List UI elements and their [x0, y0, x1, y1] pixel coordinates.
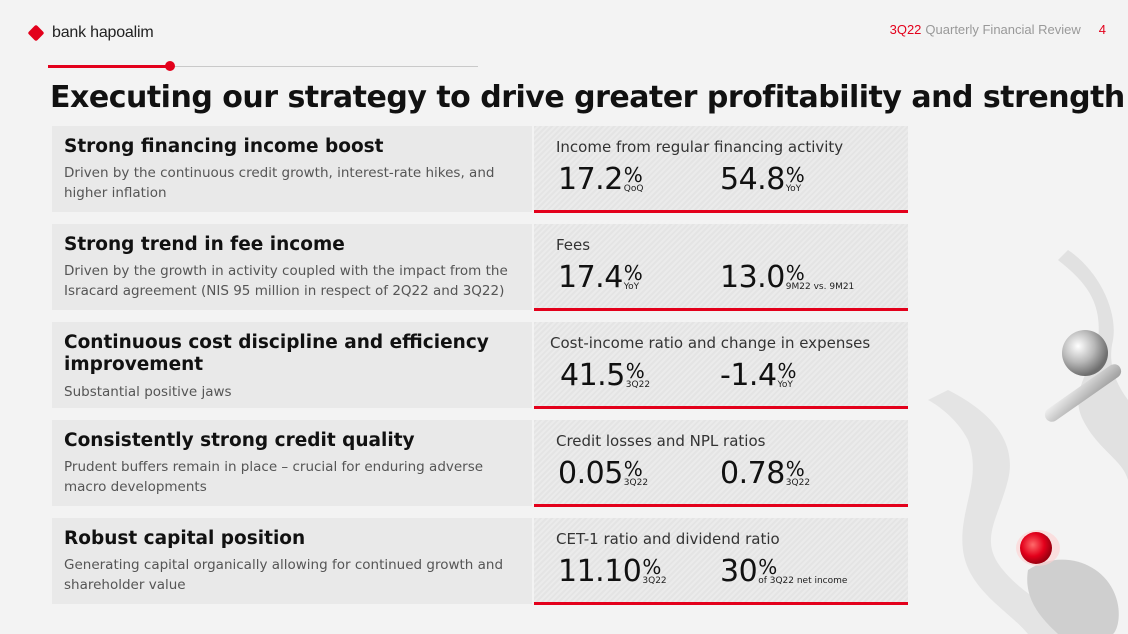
metric-number: 17.4 — [558, 260, 623, 295]
metric-label: Income from regular financing activity — [556, 138, 844, 156]
row-heading: Continuous cost discipline and efficienc… — [64, 332, 489, 375]
metric-unit: % — [785, 163, 805, 187]
metric-sub: 3Q22 — [785, 478, 811, 488]
row-description: Driven by the growth in activity coupled… — [64, 263, 508, 299]
metric-sub: 3Q22 — [623, 478, 649, 488]
metric-unit: % — [785, 457, 805, 481]
metric-unit: % — [625, 359, 645, 383]
metric-number: 17.2 — [558, 162, 623, 197]
metric-sub: YoY — [785, 184, 802, 194]
brand-logo: bank hapoalim — [27, 24, 154, 42]
metric-value: -1.4 % YoY — [720, 360, 797, 392]
metric-sub: of 3Q22 net income — [758, 576, 848, 586]
metric-value: 17.4 % YoY — [558, 262, 643, 294]
page-title: Executing our strategy to drive greater … — [50, 80, 1125, 115]
metric-unit: % — [642, 555, 662, 579]
strategy-row: Consistently strong credit quality Prude… — [52, 420, 908, 507]
metric-number: 0.78 — [720, 456, 785, 491]
header-info: 3Q22 Quarterly Financial Review 4 — [890, 22, 1106, 37]
metric-number: 11.10 — [558, 554, 642, 589]
row-description-panel: Strong financing income boost Driven by … — [52, 126, 532, 212]
metric-value: 41.5 % 3Q22 — [560, 360, 650, 392]
row-heading: Robust capital position — [64, 528, 306, 549]
metric-unit: % — [623, 163, 643, 187]
row-description: Driven by the continuous credit growth, … — [64, 165, 495, 201]
metric-number: 30 — [720, 554, 758, 589]
metric-unit: % — [758, 555, 778, 579]
metric-sub: 3Q22 — [642, 576, 667, 586]
metric-number: 54.8 — [720, 162, 785, 197]
row-description: Substantial positive jaws — [64, 384, 232, 400]
metric-label: CET-1 ratio and dividend ratio — [556, 530, 780, 548]
metric-value: 11.10 % 3Q22 — [558, 556, 667, 588]
metric-value: 30 % of 3Q22 net income — [720, 556, 847, 588]
row-heading: Strong financing income boost — [64, 136, 384, 157]
row-description: Generating capital organically allowing … — [64, 557, 504, 593]
title-divider — [48, 66, 478, 67]
diamond-logo-icon — [27, 24, 45, 42]
metric-value: 54.8 % YoY — [720, 164, 805, 196]
metric-unit: % — [777, 359, 797, 383]
row-description: Prudent buffers remain in place – crucia… — [64, 459, 484, 495]
metric-sub: QoQ — [623, 184, 644, 194]
row-metric-panel: Credit losses and NPL ratios 0.05 % 3Q22 … — [534, 420, 908, 507]
metric-value: 17.2 % QoQ — [558, 164, 643, 196]
decorative-3d-artwork — [928, 250, 1128, 634]
metric-unit: % — [785, 261, 805, 285]
metric-sub: YoY — [623, 282, 640, 292]
row-metric-panel: Fees 17.4 % YoY 13.0 % 9M22 vs. 9M21 — [534, 224, 908, 311]
metric-number: 0.05 — [558, 456, 623, 491]
metric-label: Credit losses and NPL ratios — [556, 432, 766, 450]
strategy-row: Strong financing income boost Driven by … — [52, 126, 908, 213]
metric-sub: 3Q22 — [625, 380, 651, 390]
row-description-panel: Robust capital position Generating capit… — [52, 518, 532, 604]
metric-sub: YoY — [777, 380, 793, 390]
row-metric-panel: CET-1 ratio and dividend ratio 11.10 % 3Q… — [534, 518, 908, 605]
brand-name: bank hapoalim — [52, 24, 154, 41]
metric-unit: % — [623, 457, 643, 481]
metric-value: 0.78 % 3Q22 — [720, 458, 810, 490]
row-metric-panel: Cost-income ratio and change in expenses… — [534, 322, 908, 409]
metric-value: 0.05 % 3Q22 — [558, 458, 648, 490]
row-description-panel: Consistently strong credit quality Prude… — [52, 420, 532, 506]
row-description-panel: Strong trend in fee income Driven by the… — [52, 224, 532, 310]
metric-number: 41.5 — [560, 358, 625, 393]
metric-label: Fees — [556, 236, 591, 254]
report-title: Quarterly Financial Review — [925, 22, 1081, 37]
metric-value: 13.0 % 9M22 vs. 9M21 — [720, 262, 854, 294]
row-description-panel: Continuous cost discipline and efficienc… — [52, 322, 532, 408]
strategy-row: Robust capital position Generating capit… — [52, 518, 908, 605]
title-accent-bar — [48, 65, 168, 68]
metric-number: -1.4 — [720, 358, 777, 393]
row-metric-panel: Income from regular financing activity 1… — [534, 126, 908, 213]
page-number: 4 — [1098, 22, 1106, 37]
title-accent-dot — [165, 61, 175, 71]
row-heading: Strong trend in fee income — [64, 234, 345, 255]
strategy-row: Continuous cost discipline and efficienc… — [52, 322, 908, 409]
metric-sub: 9M22 vs. 9M21 — [785, 282, 855, 292]
metric-number: 13.0 — [720, 260, 785, 295]
row-heading: Consistently strong credit quality — [64, 430, 415, 451]
strategy-row: Strong trend in fee income Driven by the… — [52, 224, 908, 311]
metric-unit: % — [623, 261, 643, 285]
quarter-label: 3Q22 — [889, 22, 922, 37]
metric-label: Cost-income ratio and change in expenses — [550, 334, 871, 352]
